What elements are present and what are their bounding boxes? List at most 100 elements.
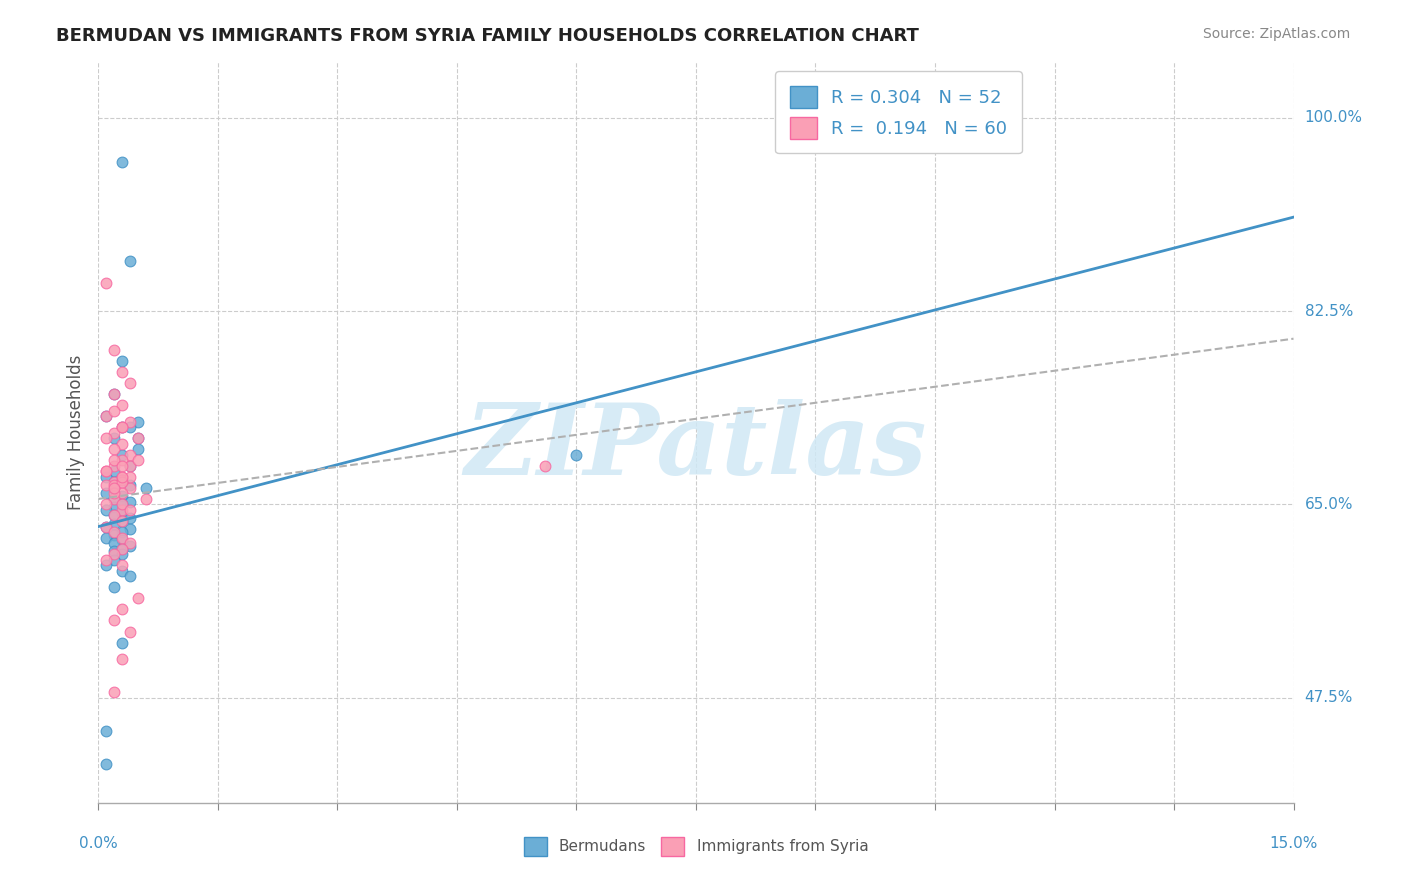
Point xyxy=(103,508,125,523)
Point xyxy=(103,458,125,473)
Point xyxy=(120,448,142,462)
Point xyxy=(103,387,125,401)
Point xyxy=(96,531,118,545)
Point xyxy=(111,436,134,450)
Point xyxy=(111,420,134,434)
Point xyxy=(103,453,125,467)
Point xyxy=(103,464,125,478)
Point xyxy=(111,486,134,500)
Point xyxy=(103,481,125,495)
Point xyxy=(111,365,134,379)
Point xyxy=(120,503,142,517)
Point xyxy=(96,723,118,738)
Point xyxy=(111,353,134,368)
Point xyxy=(111,453,134,467)
Point xyxy=(565,448,588,462)
Point xyxy=(111,564,134,578)
Point xyxy=(103,580,125,594)
Point xyxy=(111,489,134,503)
Point xyxy=(103,524,125,539)
Point xyxy=(96,409,118,423)
Point xyxy=(120,510,142,524)
Point xyxy=(111,514,134,528)
Y-axis label: Family Households: Family Households xyxy=(66,355,84,510)
Point xyxy=(103,477,125,491)
Point xyxy=(96,470,118,484)
Text: 47.5%: 47.5% xyxy=(1305,690,1353,706)
Text: BERMUDAN VS IMMIGRANTS FROM SYRIA FAMILY HOUSEHOLDS CORRELATION CHART: BERMUDAN VS IMMIGRANTS FROM SYRIA FAMILY… xyxy=(56,27,920,45)
Point xyxy=(111,514,134,528)
Point xyxy=(111,458,134,473)
Point xyxy=(103,500,125,514)
Point xyxy=(111,652,134,666)
Point xyxy=(111,558,134,573)
Point xyxy=(111,420,134,434)
Point xyxy=(127,591,149,606)
Point xyxy=(96,464,118,478)
Point xyxy=(111,531,134,545)
Point xyxy=(120,415,142,429)
Point xyxy=(103,442,125,457)
Point xyxy=(111,533,134,547)
Text: 65.0%: 65.0% xyxy=(1305,497,1353,512)
Point xyxy=(103,343,125,357)
Point xyxy=(120,458,142,473)
Point xyxy=(103,552,125,566)
Point xyxy=(120,624,142,639)
Point xyxy=(111,541,134,556)
Point xyxy=(120,522,142,536)
Point xyxy=(96,486,118,500)
Point xyxy=(111,398,134,412)
Point xyxy=(127,415,149,429)
Point xyxy=(111,547,134,561)
Point xyxy=(111,420,134,434)
Point xyxy=(111,473,134,487)
Point xyxy=(120,420,142,434)
Text: ZIPatlas: ZIPatlas xyxy=(465,400,927,496)
Point xyxy=(96,431,118,445)
Point xyxy=(120,540,142,554)
Text: 0.0%: 0.0% xyxy=(79,836,118,851)
Point xyxy=(103,685,125,699)
Point xyxy=(120,481,142,495)
Point xyxy=(103,491,125,506)
Point xyxy=(127,431,149,445)
Point xyxy=(111,448,134,462)
Text: 82.5%: 82.5% xyxy=(1305,303,1353,318)
Point xyxy=(96,277,118,291)
Point xyxy=(533,458,555,473)
Point xyxy=(127,431,149,445)
Point xyxy=(120,536,142,550)
Point xyxy=(120,470,142,484)
Point xyxy=(135,481,157,495)
Point xyxy=(103,387,125,401)
Point xyxy=(111,635,134,649)
Point xyxy=(103,475,125,490)
Point xyxy=(111,475,134,490)
Point xyxy=(111,506,134,520)
Point xyxy=(111,541,134,556)
Point xyxy=(120,569,142,583)
Point xyxy=(111,602,134,616)
Point xyxy=(96,409,118,423)
Text: 15.0%: 15.0% xyxy=(1270,836,1317,851)
Text: 100.0%: 100.0% xyxy=(1305,111,1362,125)
Point xyxy=(96,757,118,772)
Point xyxy=(96,552,118,566)
Point xyxy=(111,503,134,517)
Point xyxy=(111,470,134,484)
Point xyxy=(96,519,118,533)
Point xyxy=(111,498,134,512)
Point xyxy=(96,477,118,491)
Point xyxy=(103,544,125,558)
Point xyxy=(120,458,142,473)
Point xyxy=(96,464,118,478)
Text: Source: ZipAtlas.com: Source: ZipAtlas.com xyxy=(1202,27,1350,41)
Point xyxy=(96,503,118,517)
Point xyxy=(103,425,125,440)
Point xyxy=(135,491,157,506)
Legend: Bermudans, Immigrants from Syria: Bermudans, Immigrants from Syria xyxy=(517,831,875,862)
Point xyxy=(103,517,125,532)
Point xyxy=(120,477,142,491)
Point xyxy=(127,453,149,467)
